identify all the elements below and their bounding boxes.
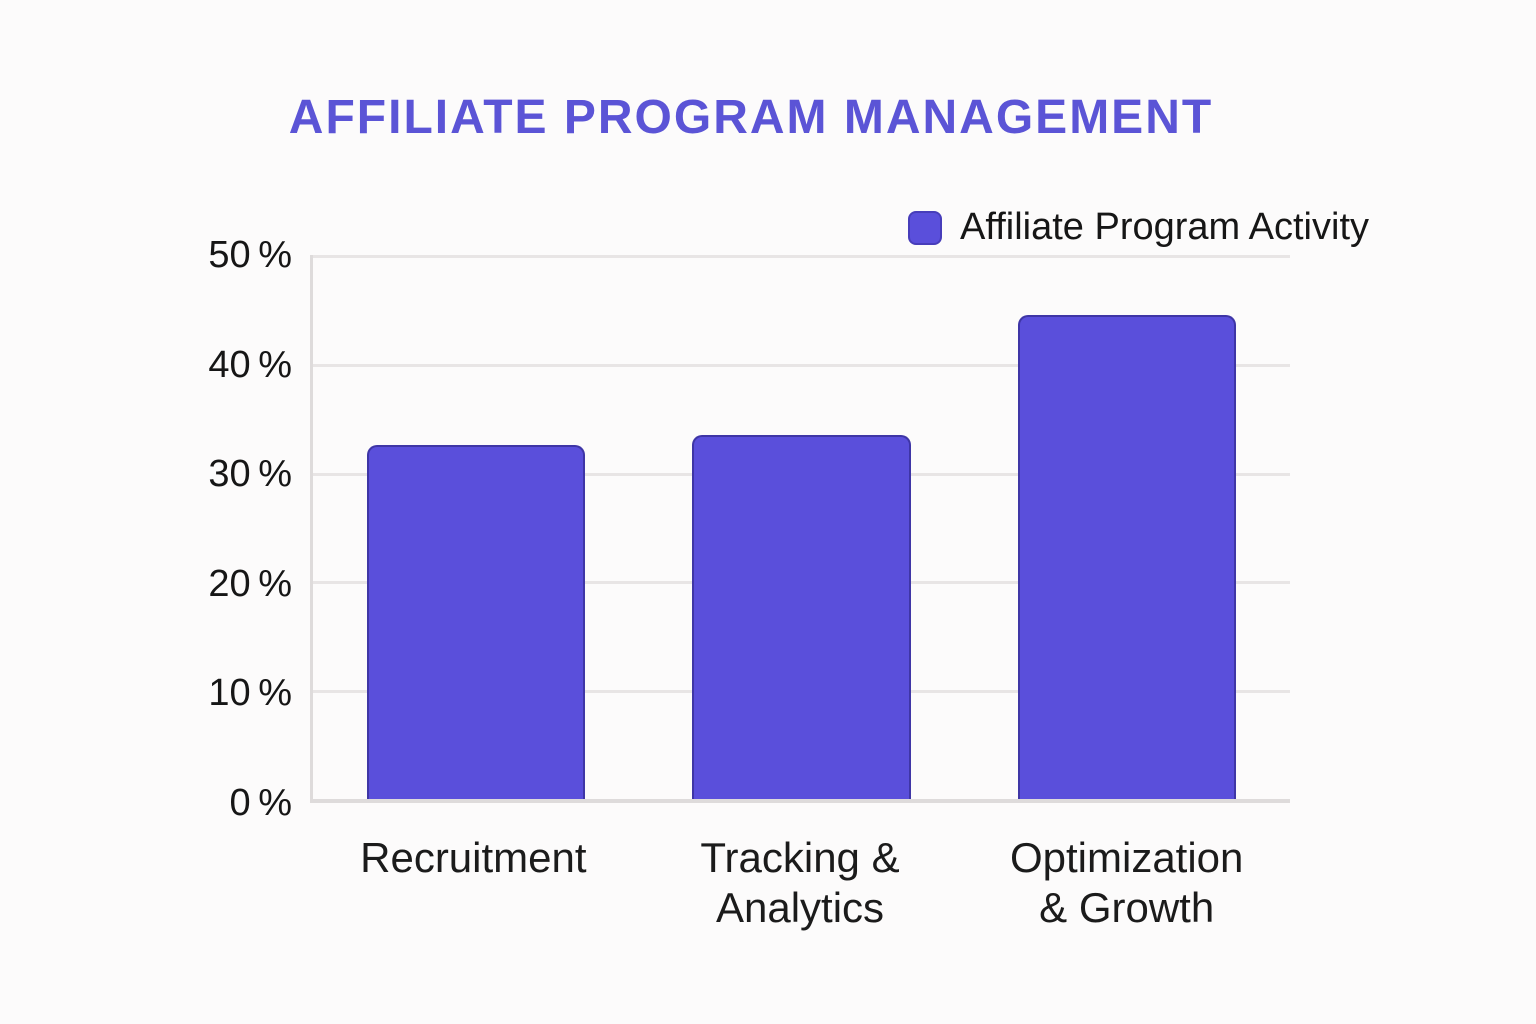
y-tick-label-30: 30 % (208, 453, 292, 496)
bar-series (313, 255, 1290, 799)
bar-1[interactable] (692, 434, 911, 799)
bar-0[interactable] (366, 445, 585, 799)
bar-slot-2 (964, 255, 1290, 799)
legend-label: Affiliate Program Activity (960, 206, 1370, 248)
plot-area (310, 255, 1290, 803)
y-tick-label-50: 50 % (208, 234, 292, 276)
y-axis: 0 % 10 % 20 % 30 % 40 % 50 % (0, 234, 292, 824)
chart-title: AFFILIATE PROGRAM MANAGEMENT (288, 91, 1214, 144)
x-axis-labels: Recruitment Tracking & Analytics Optimizat… (310, 833, 1290, 933)
x-label-1: Tracking & Analytics (700, 834, 900, 931)
y-tick-label-40: 40 % (208, 343, 292, 386)
x-label-0: Recruitment (360, 834, 587, 881)
legend[interactable]: Affiliate Program Activity (908, 206, 1369, 249)
bar-2[interactable] (1018, 314, 1237, 799)
y-tick-label-10: 10 % (208, 672, 292, 715)
y-tick-label-20: 20 % (208, 562, 292, 605)
y-tick-label-0: 0 % (229, 782, 292, 824)
legend-swatch-icon (908, 210, 942, 245)
gridline-40 (313, 363, 1290, 367)
bar-slot-1 (639, 255, 965, 799)
x-label-2: Optimization & Growth (1009, 834, 1244, 931)
bar-slot-0 (313, 255, 639, 799)
gridline-50 (313, 255, 1290, 258)
